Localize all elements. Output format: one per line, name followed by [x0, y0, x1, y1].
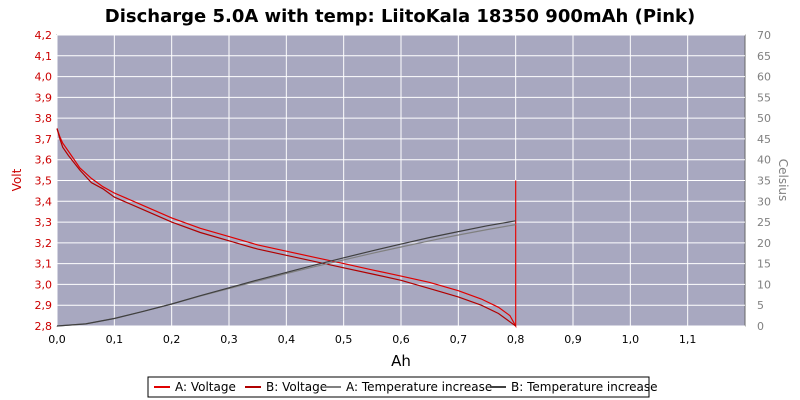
y-tick-label-left: 2,8: [35, 320, 53, 333]
y-tick-label-left: 3,7: [35, 133, 53, 146]
x-tick-label: 0,9: [564, 333, 582, 346]
y-tick-label-left: 3,3: [35, 216, 53, 229]
x-tick-label: 0,5: [335, 333, 353, 346]
y-tick-label-left: 3,1: [35, 258, 53, 271]
y-tick-label-right: 40: [757, 154, 771, 167]
y-tick-label-left: 2,9: [35, 299, 53, 312]
y-axis-right-ticks: 0 5 10 15 20 25 30 35 40 45 50 55 60 65 70: [757, 29, 771, 333]
series-layer: [56, 128, 517, 329]
x-tick-label: 0,6: [392, 333, 410, 346]
y-tick-label-right: 70: [757, 29, 771, 42]
x-tick-label: 0,1: [106, 333, 124, 346]
y-tick-label-right: 20: [757, 237, 771, 250]
x-tick-label: 0,0: [48, 333, 66, 346]
x-tick-label: 0,8: [507, 333, 525, 346]
y-axis-left-ticks: 2,8 2,9 3,0 3,1 3,2 3,3 3,4 3,5 3,6 3,7 3,8 3,9 4,0 4…: [35, 29, 53, 333]
y-tick-label-left: 4,1: [35, 50, 53, 63]
legend-box: [147, 376, 650, 398]
y-tick-label-left: 3,8: [35, 112, 53, 125]
y-tick-label-right: 45: [757, 133, 771, 146]
y-tick-label-left: 3,9: [35, 91, 53, 104]
y-axis-left-title: Volt: [10, 168, 24, 191]
chart-title: Discharge 5.0A with temp: LiitoKala 1835…: [105, 6, 695, 27]
y-tick-label-left: 4,2: [35, 29, 53, 42]
y-tick-label-right: 35: [757, 175, 771, 188]
y-tick-label-right: 60: [757, 71, 771, 84]
series-line-1: [56, 128, 517, 329]
series-line-2: [56, 128, 517, 327]
y-tick-label-left: 3,0: [35, 278, 53, 291]
y-tick-label-left: 4,0: [35, 71, 53, 84]
y-tick-label-right: 10: [757, 278, 771, 291]
y-tick-label-right: 55: [757, 91, 771, 104]
y-axis-right-title: Celsius: [776, 159, 790, 202]
x-tick-label: 1,0: [622, 333, 640, 346]
y-tick-label-right: 0: [757, 320, 764, 333]
y-tick-label-right: 25: [757, 216, 771, 229]
x-tick-label: 0,4: [278, 333, 296, 346]
legend-item-label: B: Voltage: [266, 380, 327, 394]
legend-item-label: B: Temperature increase: [511, 380, 658, 394]
x-tick-label: 1,1: [679, 333, 697, 346]
y-tick-label-right: 5: [757, 299, 764, 312]
y-tick-label-left: 3,4: [35, 195, 53, 208]
y-tick-label-left: 3,2: [35, 237, 53, 250]
grid-lines: [56, 34, 745, 327]
y-tick-label-right: 15: [757, 258, 771, 271]
x-axis-ticks: 0,0 0,1 0,2 0,3 0,4 0,5 0,6 0,7 0,8 0,9 1,0 1,1: [48, 333, 696, 346]
y-tick-label-left: 3,6: [35, 154, 53, 167]
x-tick-label: 0,7: [450, 333, 468, 346]
y-tick-label-right: 65: [757, 50, 771, 63]
legend-item-label: A: Voltage: [175, 380, 236, 394]
legend: A: Voltage B: Voltage A: Temperature incre…: [147, 376, 658, 398]
y-tick-label-left: 3,5: [35, 175, 53, 188]
legend-item-label: A: Temperature increase: [346, 380, 492, 394]
y-tick-label-right: 50: [757, 112, 771, 125]
x-tick-label: 0,2: [163, 333, 181, 346]
x-tick-label: 0,3: [220, 333, 238, 346]
y-tick-label-right: 30: [757, 195, 771, 208]
series-line-4: [56, 220, 516, 327]
x-axis-title: Ah: [391, 352, 411, 370]
